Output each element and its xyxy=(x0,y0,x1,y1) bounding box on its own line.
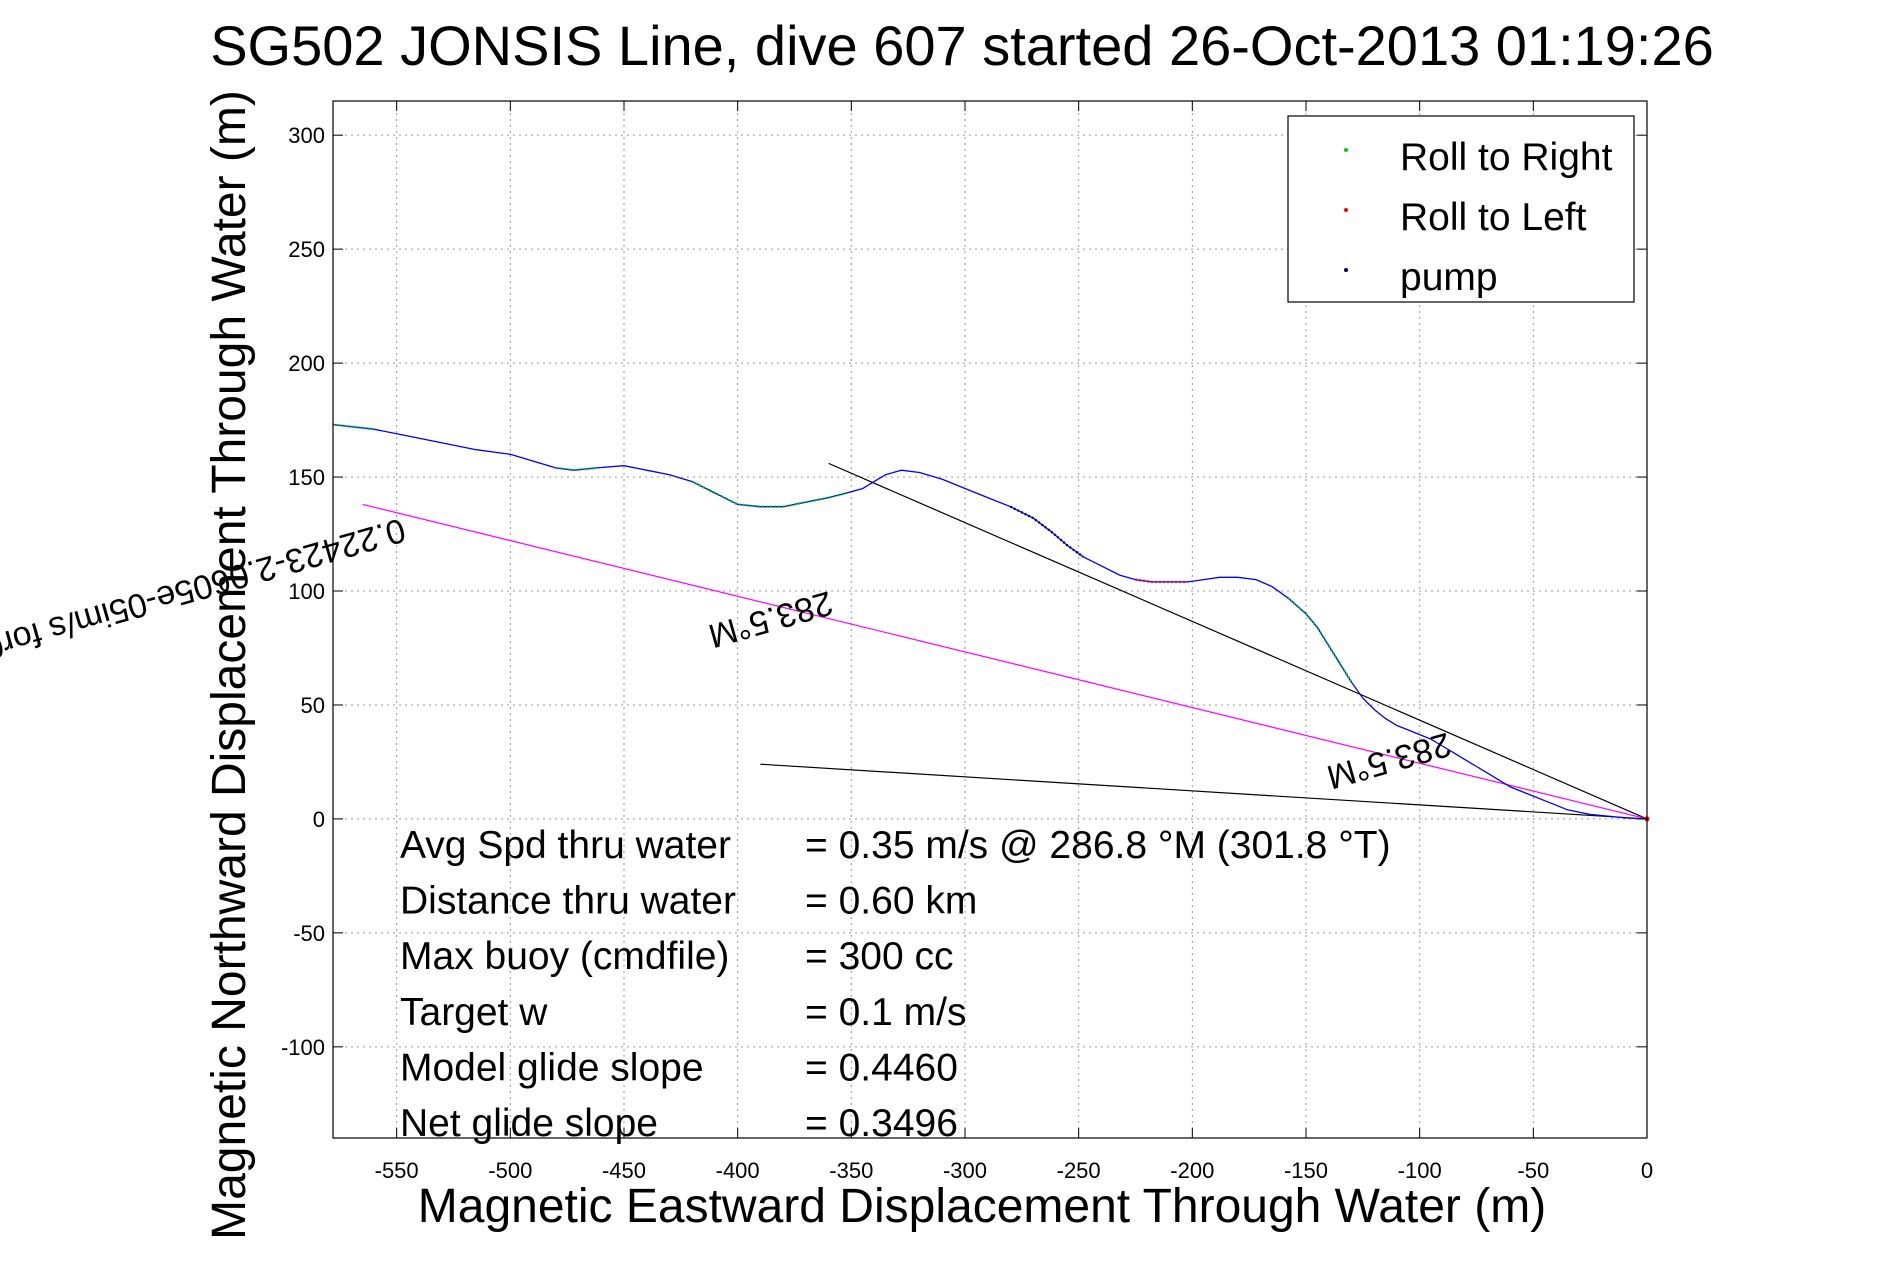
legend-marker xyxy=(1344,268,1348,272)
x-tick-label: -450 xyxy=(602,1158,646,1183)
legend-label: Roll to Left xyxy=(1400,196,1587,239)
x-tick-label: -150 xyxy=(1284,1158,1328,1183)
reference-line xyxy=(828,462,1648,820)
x-tick-label: -350 xyxy=(829,1158,873,1183)
highlight-segments xyxy=(332,423,1650,822)
stat-value: = 0.60 km xyxy=(805,880,977,923)
y-tick-label: 50 xyxy=(301,693,325,718)
stat-label: Distance thru water xyxy=(400,880,736,923)
highlight-segment xyxy=(1009,505,1084,558)
y-tick-label: 0 xyxy=(313,807,325,832)
reference-line xyxy=(362,503,1648,820)
highlight-segment xyxy=(691,480,848,508)
stat-label: Max buoy (cmdfile) xyxy=(400,935,729,978)
y-axis-label: Magnetic Northward Displacement Through … xyxy=(203,90,256,1240)
x-tick-label: -250 xyxy=(1057,1158,1101,1183)
reference-line xyxy=(760,763,1648,820)
x-tick-label: -50 xyxy=(1517,1158,1549,1183)
highlight-segment xyxy=(332,423,375,431)
x-tick-label: -300 xyxy=(943,1158,987,1183)
legend-marker xyxy=(1344,208,1348,212)
series-line xyxy=(332,423,1648,820)
stat-value: = 0.1 m/s xyxy=(805,991,966,1034)
stat-value: = 0.35 m/s @ 286.8 °M (301.8 °T) xyxy=(805,824,1391,867)
x-tick-label: -400 xyxy=(716,1158,760,1183)
stat-value: = 0.3496 xyxy=(805,1102,958,1145)
x-axis-label: Magnetic Eastward Displacement Through W… xyxy=(418,1180,1546,1233)
y-tick-label: 250 xyxy=(288,237,325,262)
stats-block: Avg Spd thru water = 0.35 m/s @ 286.8 °M … xyxy=(400,824,1391,1145)
legend-marker xyxy=(1344,148,1348,152)
x-tick-label: -500 xyxy=(488,1158,532,1183)
annotation-1: 283.5°M xyxy=(704,583,837,655)
x-tick-label: 0 xyxy=(1641,1158,1653,1183)
x-tick-label: -550 xyxy=(375,1158,419,1183)
stat-label: Net glide slope xyxy=(400,1102,658,1145)
y-tick-label: -100 xyxy=(281,1035,325,1060)
x-tick-label: -200 xyxy=(1170,1158,1214,1183)
y-tick-label: 150 xyxy=(288,465,325,490)
stat-label: Model glide slope xyxy=(400,1046,704,1089)
y-tick-label: 300 xyxy=(288,123,325,148)
axis-ticks: -550 -500 -450 -400 -350 -300 -250 -200 -150 -100… xyxy=(281,101,1653,1183)
stat-label: Avg Spd thru water xyxy=(400,824,731,867)
legend: Roll to Right Roll to Left pump xyxy=(1287,115,1635,303)
highlight-segment xyxy=(1135,578,1188,584)
stat-value: = 0.4460 xyxy=(805,1046,958,1089)
stat-label: Target w xyxy=(400,991,548,1034)
x-tick-label: -100 xyxy=(1398,1158,1442,1183)
chart-title: SG502 JONSIS Line, dive 607 started 26-O… xyxy=(210,14,1714,77)
stat-value: = 300 cc xyxy=(805,935,954,978)
highlight-segment xyxy=(1287,596,1353,683)
annotation-2: 283.5°M xyxy=(1323,725,1456,797)
legend-label: Roll to Right xyxy=(1400,136,1613,179)
y-tick-label: 100 xyxy=(288,579,325,604)
legend-label: pump xyxy=(1400,256,1498,299)
plot-frame xyxy=(332,100,1648,1139)
y-tick-label: -50 xyxy=(293,921,325,946)
y-tick-label: 200 xyxy=(288,351,325,376)
reference-lines xyxy=(362,462,1648,820)
series-group xyxy=(332,423,1648,820)
